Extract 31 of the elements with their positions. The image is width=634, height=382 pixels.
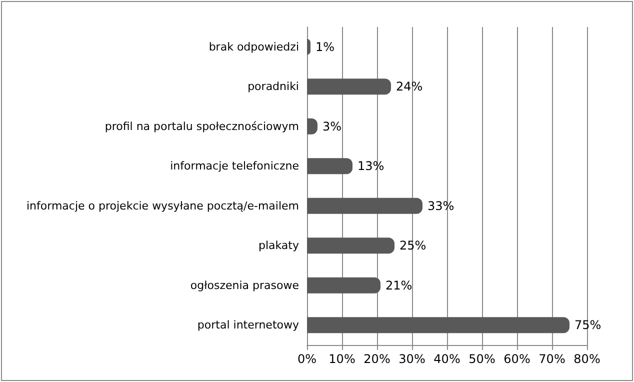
y-tick-label: portal internetowy	[197, 318, 300, 332]
bar	[307, 158, 352, 174]
x-tick-label: 60%	[504, 352, 530, 366]
data-label: 21%	[386, 278, 412, 292]
x-tick-label: 20%	[364, 352, 390, 366]
x-tick-label: 0%	[297, 352, 317, 366]
y-tick-label: poradniki	[248, 80, 299, 94]
bar	[307, 238, 394, 254]
bar	[307, 78, 391, 95]
x-tick-label: 80%	[574, 352, 600, 366]
bar	[307, 198, 422, 214]
data-label: 75%	[574, 318, 602, 332]
x-tick-label: 30%	[398, 352, 426, 366]
x-tick-label: 50%	[468, 352, 496, 366]
y-tick-label: informacje o projekcie wysyłane pocztą/e-mailem	[26, 199, 299, 212]
bar	[307, 277, 380, 294]
data-label: 13%	[358, 159, 384, 174]
y-tick-label: plakaty	[258, 239, 300, 252]
x-tick-label: 70%	[538, 352, 566, 366]
y-tick-label: informacje telefoniczne	[170, 160, 300, 173]
data-label: 3%	[322, 119, 342, 134]
data-label: 33%	[428, 198, 454, 213]
y-tick-label: ogłoszenia prasowe	[190, 278, 300, 292]
y-tick-label: brak odpowiedzi	[208, 40, 299, 54]
bar	[307, 317, 570, 334]
data-label: 1%	[316, 40, 335, 54]
data-label: 24%	[396, 80, 423, 94]
x-tick-label: 10%	[328, 352, 356, 366]
y-tick-label: profil na portalu społecznościowym	[104, 120, 299, 133]
data-label: 25%	[400, 238, 426, 253]
x-tick-label: 40%	[434, 352, 460, 366]
